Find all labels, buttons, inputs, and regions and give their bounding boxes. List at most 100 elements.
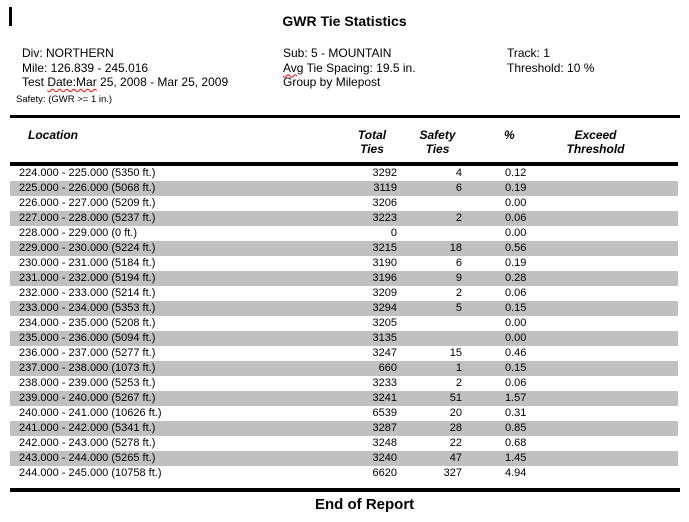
total-ties-cell: 3292 (372, 167, 397, 179)
total-ties-column-header: Total Ties (347, 124, 397, 166)
table-row: 240.000 - 241.000 (10626 ft.) 6539 20 0.31 (10, 406, 678, 421)
footer-divider-line (10, 488, 680, 492)
safety-ties-cell: 5 (455, 302, 462, 314)
safety-ties-column-header: Safety Ties (397, 124, 464, 166)
location-cell: 233.000 - 234.000 (5353 ft.) (19, 302, 156, 314)
threshold-field: Threshold: 10 % (507, 60, 595, 75)
safety-criteria-field: Safety: (GWR >= 1 in.) (16, 93, 113, 105)
percent-cell: 0.15 (505, 302, 527, 314)
location-cell: 235.000 - 236.000 (5094 ft.) (19, 332, 156, 344)
location-cell: 236.000 - 237.000 (5277 ft.) (19, 347, 156, 359)
percent-cell: 0.19 (505, 257, 527, 269)
table-row: 237.000 - 238.000 (1073 ft.) 660 1 0.15 (10, 361, 678, 376)
total-ties-cell: 3190 (372, 257, 397, 269)
safety-ties-cell: 1 (455, 362, 462, 374)
safety-ties-cell: 2 (455, 377, 462, 389)
exceed-threshold-cell (537, 331, 678, 346)
percent-cell: 0.12 (505, 167, 527, 179)
track-field: Track: 1 (507, 46, 550, 60)
division-field: Div: NORTHERN (22, 46, 114, 60)
total-ties-cell: 3240 (372, 452, 397, 464)
exceed-threshold-cell (537, 164, 678, 181)
exceed-threshold-cell (537, 451, 678, 466)
table-header-row: Location Total Ties Safety Ties % Exceed Th… (10, 124, 678, 166)
safety-ties-cell: 15 (449, 347, 462, 359)
total-ties-cell: 660 (378, 362, 397, 374)
percent-cell: 0.15 (505, 362, 527, 374)
location-column-header: Location (10, 124, 347, 166)
location-cell: 243.000 - 244.000 (5265 ft.) (19, 452, 156, 464)
table-row: 225.000 - 226.000 (5068 ft.) 3119 6 0.19 (10, 181, 678, 196)
total-ties-cell: 3247 (372, 347, 397, 359)
tie-statistics-table: Location Total Ties Safety Ties % Exceed Th… (10, 124, 678, 481)
exceed-threshold-cell (537, 391, 678, 406)
table-row: 229.000 - 230.000 (5224 ft.) 3215 18 0.56 (10, 241, 678, 256)
location-cell: 242.000 - 243.000 (5278 ft.) (19, 437, 156, 449)
percent-cell: 0.00 (505, 227, 527, 239)
mile-range-field: Mile: 126.839 - 245.016 (22, 60, 149, 75)
table-row: 226.000 - 227.000 (5209 ft.) 3206 0.00 (10, 196, 678, 211)
table-row: 228.000 - 229.000 (0 ft.) 0 0.00 (10, 226, 678, 241)
percent-cell: 0.00 (505, 332, 527, 344)
total-ties-cell: 3119 (373, 182, 397, 194)
exceed-threshold-cell (537, 376, 678, 391)
location-cell: 241.000 - 242.000 (5341 ft.) (19, 422, 156, 434)
total-ties-cell: 6620 (372, 467, 397, 479)
location-cell: 240.000 - 241.000 (10626 ft.) (19, 407, 162, 419)
exceed-threshold-cell (537, 241, 678, 256)
end-of-report-label: End of Report (315, 496, 415, 513)
safety-ties-cell: 51 (449, 392, 462, 404)
location-cell: 231.000 - 232.000 (5194 ft.) (19, 272, 156, 284)
total-ties-cell: 3209 (372, 287, 397, 299)
percent-cell: 0.00 (505, 317, 527, 329)
table-row: 239.000 - 240.000 (5267 ft.) 3241 51 1.57 (10, 391, 678, 406)
report-info-middle: Sub: 5 - MOUNTAIN Avg Tie Spacing: 19.5 … (283, 46, 416, 90)
percent-cell: 0.68 (505, 437, 527, 449)
exceed-threshold-cell (537, 256, 678, 271)
exceed-threshold-cell (537, 271, 678, 286)
total-ties-cell: 3135 (372, 332, 397, 344)
location-cell: 238.000 - 239.000 (5253 ft.) (19, 377, 156, 389)
safety-ties-cell: 6 (455, 182, 462, 194)
safety-ties-cell: 327 (443, 467, 462, 479)
exceed-threshold-cell (537, 286, 678, 301)
safety-ties-cell: 4 (455, 167, 462, 179)
exceed-threshold-cell (537, 346, 678, 361)
percent-cell: 0.06 (505, 212, 527, 224)
percent-cell: 0.00 (505, 197, 527, 209)
spellcheck-underline: Avg (283, 60, 304, 75)
total-ties-cell: 3205 (372, 317, 397, 329)
table-row: 230.000 - 231.000 (5184 ft.) 3190 6 0.19 (10, 256, 678, 271)
exceed-threshold-column-header: Exceed Threshold (537, 124, 678, 166)
safety-ties-cell: 9 (455, 272, 462, 284)
total-ties-cell: 3206 (372, 197, 397, 209)
percent-cell: 0.31 (505, 407, 527, 419)
total-ties-cell: 3233 (372, 377, 397, 389)
exceed-threshold-cell (537, 301, 678, 316)
exceed-threshold-cell (537, 226, 678, 241)
location-cell: 244.000 - 245.000 (10758 ft.) (19, 467, 162, 479)
percent-cell: 4.94 (505, 467, 527, 479)
table-row: 234.000 - 235.000 (5208 ft.) 3205 0.00 (10, 316, 678, 331)
table-row: 243.000 - 244.000 (5265 ft.) 3240 47 1.45 (10, 451, 678, 466)
percent-cell: 0.56 (505, 242, 527, 254)
sub-field: Sub: 5 - MOUNTAIN (283, 46, 392, 60)
total-ties-cell: 3223 (372, 212, 397, 224)
table-row: 241.000 - 242.000 (5341 ft.) 3287 28 0.85 (10, 421, 678, 436)
location-cell: 224.000 - 225.000 (5350 ft.) (19, 167, 156, 179)
location-cell: 230.000 - 231.000 (5184 ft.) (19, 257, 156, 269)
exceed-threshold-cell (537, 466, 678, 481)
total-ties-cell: 3241 (372, 392, 397, 404)
location-cell: 237.000 - 238.000 (1073 ft.) (19, 362, 156, 374)
percent-cell: 0.85 (505, 422, 527, 434)
total-ties-cell: 3294 (372, 302, 397, 314)
safety-ties-cell: 18 (449, 242, 462, 254)
exceed-threshold-cell (537, 211, 678, 226)
total-ties-cell: 3196 (372, 272, 397, 284)
table-row: 242.000 - 243.000 (5278 ft.) 3248 22 0.68 (10, 436, 678, 451)
total-ties-cell: 6539 (372, 407, 397, 419)
table-row: 224.000 - 225.000 (5350 ft.) 3292 4 0.12 (10, 164, 678, 181)
exceed-threshold-cell (537, 361, 678, 376)
percent-cell: 0.06 (505, 377, 527, 389)
percent-cell: 1.45 (505, 452, 527, 464)
